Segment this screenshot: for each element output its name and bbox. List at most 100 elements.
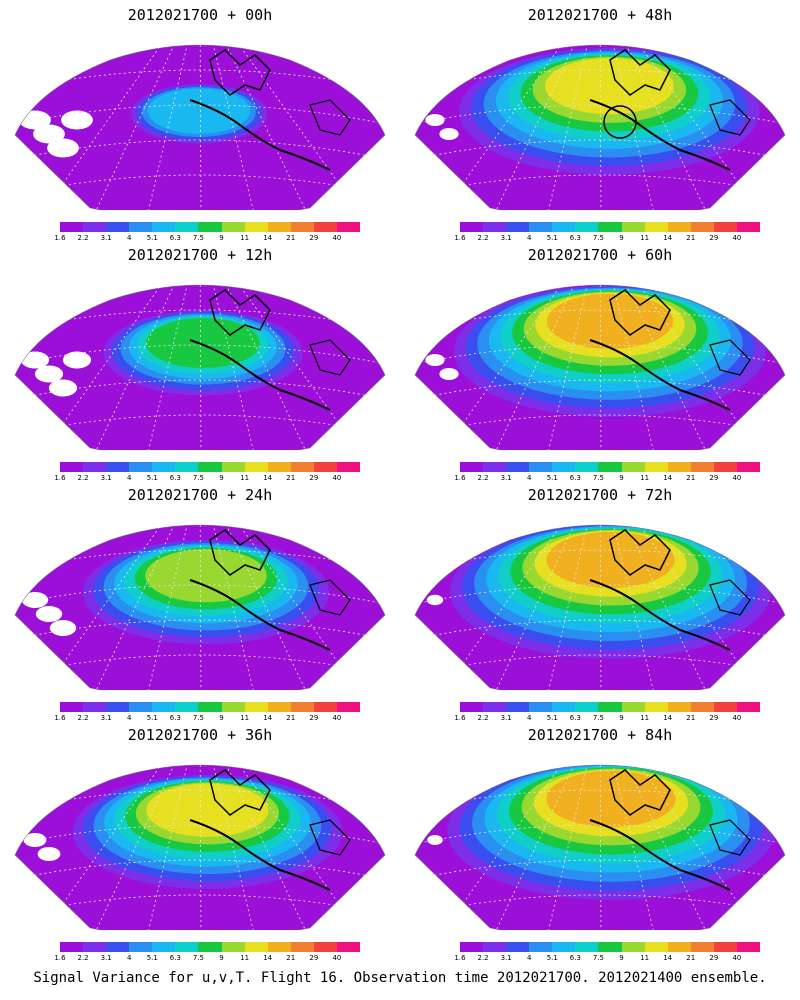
colorbar-tick-label: 6.3 xyxy=(569,954,581,962)
panel-title: 2012021700 + 48h xyxy=(527,6,673,24)
panel-title: 2012021700 + 24h xyxy=(127,486,273,504)
colorbar-swatch xyxy=(644,942,668,952)
colorbar-swatch xyxy=(621,462,645,472)
colorbar-swatch xyxy=(644,462,668,472)
colorbar-tick-label: 40 xyxy=(332,474,342,482)
colorbar-tick-label: 14 xyxy=(663,474,673,482)
colorbar-swatch xyxy=(290,702,314,712)
colorbar-swatch xyxy=(244,462,268,472)
colorbar-swatch xyxy=(106,462,130,472)
colorbar-swatch xyxy=(667,702,691,712)
colorbar-swatch xyxy=(460,942,484,952)
colorbar-tick-label: 3.1 xyxy=(500,474,512,482)
colorbar-tick-label: 2.2 xyxy=(477,954,489,962)
panel-title: 2012021700 + 12h xyxy=(127,246,273,264)
colorbar-swatch xyxy=(106,702,130,712)
colorbar-swatch xyxy=(713,702,737,712)
colorbar-swatch xyxy=(83,462,107,472)
colorbar-swatch xyxy=(60,702,84,712)
colorbar-tick-label: 11 xyxy=(640,954,650,962)
colorbar-swatch xyxy=(483,702,507,712)
colorbar-tick-label: 29 xyxy=(709,714,719,722)
colorbar-swatch xyxy=(83,702,107,712)
colorbar-tick-label: 5.1 xyxy=(546,714,558,722)
colorbar-tick-label: 6.3 xyxy=(569,714,581,722)
colorbar-tick-label: 5.1 xyxy=(146,714,158,722)
colorbar-swatch xyxy=(644,702,668,712)
colorbar-tick-label: 14 xyxy=(663,954,673,962)
colorbar-swatch xyxy=(313,462,337,472)
colorbar-tick-label: 1.6 xyxy=(454,714,466,722)
colorbar-tick-label: 7.5 xyxy=(592,954,605,962)
colorbar-tick-label: 1.6 xyxy=(454,234,466,242)
colorbar-swatch xyxy=(198,462,222,472)
colorbar-tick-label: 4 xyxy=(526,234,532,242)
colorbar-tick-label: 40 xyxy=(732,234,742,242)
colorbar-swatch xyxy=(529,222,553,232)
colorbar-swatch xyxy=(483,462,507,472)
colorbar-tick-label: 14 xyxy=(263,474,273,482)
colorbar-swatch xyxy=(83,942,107,952)
colorbar-swatch xyxy=(529,702,553,712)
colorbar xyxy=(460,222,761,232)
colorbar-swatch xyxy=(621,222,645,232)
colorbar-swatch xyxy=(244,222,268,232)
colorbar-swatch xyxy=(152,462,176,472)
colorbar-tick-label: 1.6 xyxy=(54,954,66,962)
colorbar-swatch xyxy=(313,222,337,232)
colorbar-tick-label: 2.2 xyxy=(77,954,89,962)
colorbar-tick-label: 9 xyxy=(619,954,624,962)
colorbar-tick-label: 7.5 xyxy=(592,234,605,242)
colorbar-tick-label: 7.5 xyxy=(192,474,205,482)
colorbar-tick-label: 4 xyxy=(526,474,532,482)
colorbar xyxy=(460,942,761,952)
colorbar-swatch xyxy=(483,942,507,952)
variance-map xyxy=(14,764,386,930)
colorbar-swatch xyxy=(336,942,361,952)
colorbar-swatch xyxy=(198,222,222,232)
colorbar-swatch xyxy=(267,702,291,712)
colorbar-tick-label: 21 xyxy=(686,954,696,962)
colorbar-tick-label: 14 xyxy=(263,954,273,962)
map-panel-24h: 2012021700 + 24h 1.6 2.2 3.1 4 5.1 6.3 7.5 9 11 14… xyxy=(0,480,400,722)
colorbar-tick-label: 11 xyxy=(240,234,250,242)
colorbar-tick-label: 11 xyxy=(640,474,650,482)
colorbar-tick-label: 29 xyxy=(309,234,319,242)
colorbar-tick-label: 29 xyxy=(709,234,719,242)
colorbar-tick-label: 29 xyxy=(709,954,719,962)
colorbar-swatch xyxy=(506,942,530,952)
colorbar-tick-label: 3.1 xyxy=(100,954,112,962)
colorbar-tick-label: 29 xyxy=(309,474,319,482)
colorbar-swatch xyxy=(713,942,737,952)
colorbar-swatch xyxy=(129,462,153,472)
colorbar-tick-label: 6.3 xyxy=(169,234,181,242)
variance-map xyxy=(414,524,786,690)
colorbar-swatch xyxy=(598,462,622,472)
colorbar-swatch xyxy=(621,942,645,952)
colorbar-tick-label: 6.3 xyxy=(569,234,581,242)
colorbar-swatch xyxy=(267,222,291,232)
colorbar-swatch xyxy=(552,462,576,472)
colorbar-tick-label: 7.5 xyxy=(592,714,605,722)
colorbar-tick-label: 5.1 xyxy=(146,954,158,962)
colorbar-tick-label: 9 xyxy=(619,714,624,722)
colorbar-swatch xyxy=(506,462,530,472)
colorbar-tick-label: 21 xyxy=(286,954,296,962)
colorbar-tick-label: 2.2 xyxy=(77,234,89,242)
colorbar-swatch xyxy=(460,222,484,232)
colorbar-tick-label: 2.2 xyxy=(77,714,89,722)
colorbar-tick-label: 5.1 xyxy=(146,474,158,482)
colorbar-tick-label: 3.1 xyxy=(500,954,512,962)
colorbar-swatch xyxy=(621,702,645,712)
colorbar-swatch xyxy=(552,222,576,232)
colorbar-swatch xyxy=(175,702,199,712)
variance-map xyxy=(414,764,786,930)
colorbar-tick-label: 4 xyxy=(526,954,532,962)
colorbar-swatch xyxy=(60,462,84,472)
colorbar-swatch xyxy=(713,222,737,232)
colorbar-swatch xyxy=(267,462,291,472)
colorbar-tick-label: 4 xyxy=(126,954,132,962)
variance-map xyxy=(14,524,386,690)
panel-title: 2012021700 + 00h xyxy=(127,6,273,24)
map-panel-00h: 2012021700 + 00h 1.6 2.2 3.1 4 5.1 6.3 7.5 9 11 14… xyxy=(0,0,400,242)
